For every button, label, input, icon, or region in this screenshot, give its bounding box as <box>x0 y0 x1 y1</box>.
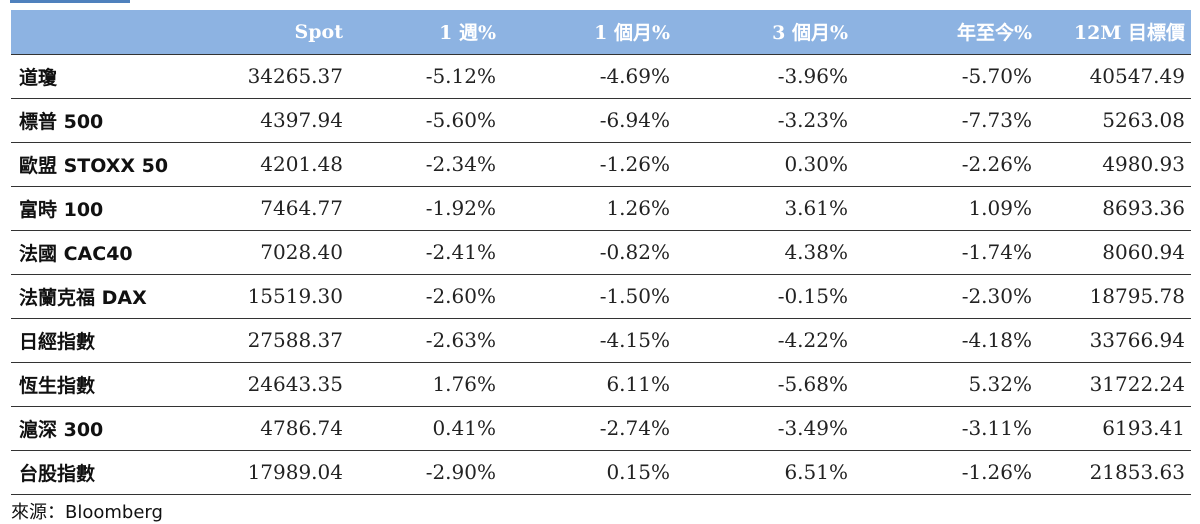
week-change-cell: -5.60% <box>349 98 502 143</box>
source-note: 來源：Bloomberg <box>11 502 163 523</box>
ytd-change-cell: 5.32% <box>854 362 1038 407</box>
spot-cell: 27588.37 <box>236 318 349 363</box>
spot-cell: 4201.48 <box>236 142 349 187</box>
target-price-cell: 21853.63 <box>1038 450 1191 495</box>
header-1-week: 1 週% <box>349 10 502 54</box>
month-change-cell: 6.11% <box>502 362 676 407</box>
week-change-cell: 0.41% <box>349 406 502 451</box>
index-name-cell: 歐盟 STOXX 50 <box>11 142 236 187</box>
month-change-cell: -1.50% <box>502 274 676 319</box>
header-spot: Spot <box>236 10 349 54</box>
spot-cell: 7028.40 <box>236 230 349 275</box>
target-price-cell: 33766.94 <box>1038 318 1191 363</box>
table-row: 道瓊 34265.37 -5.12% -4.69% -3.96% -5.70% 40547.… <box>11 53 1191 99</box>
target-price-cell: 40547.49 <box>1038 53 1191 99</box>
week-change-cell: -5.12% <box>349 53 502 99</box>
ytd-change-cell: -7.73% <box>854 98 1038 143</box>
table-row: 標普 500 4397.94 -5.60% -6.94% -3.23% -7.73% 526… <box>11 98 1191 143</box>
ytd-change-cell: 1.09% <box>854 186 1038 231</box>
index-name-cell: 恆生指數 <box>11 362 236 407</box>
index-name-cell: 道瓊 <box>11 53 236 99</box>
ytd-change-cell: -3.11% <box>854 406 1038 451</box>
spot-cell: 17989.04 <box>236 450 349 495</box>
three-month-change-cell: -3.49% <box>676 406 854 451</box>
index-name-cell: 台股指數 <box>11 450 236 495</box>
spot-cell: 4786.74 <box>236 406 349 451</box>
header-12m-target: 12M 目標價 <box>1038 10 1191 54</box>
spot-cell: 15519.30 <box>236 274 349 319</box>
three-month-change-cell: 4.38% <box>676 230 854 275</box>
table-row: 法國 CAC40 7028.40 -2.41% -0.82% 4.38% -1.74% 80… <box>11 230 1191 275</box>
table-row: 富時 100 7464.77 -1.92% 1.26% 3.61% 1.09% 8693.3… <box>11 186 1191 231</box>
header-3-month: 3 個月% <box>676 10 854 54</box>
ytd-change-cell: -1.74% <box>854 230 1038 275</box>
header-ytd: 年至今% <box>854 10 1038 54</box>
header-row: Spot 1 週% 1 個月% 3 個月% 年至今% 12M 目標價 <box>11 10 1191 54</box>
week-change-cell: 1.76% <box>349 362 502 407</box>
month-change-cell: -0.82% <box>502 230 676 275</box>
month-change-cell: 0.15% <box>502 450 676 495</box>
target-price-cell: 18795.78 <box>1038 274 1191 319</box>
ytd-change-cell: -5.70% <box>854 53 1038 99</box>
three-month-change-cell: -5.68% <box>676 362 854 407</box>
spot-cell: 34265.37 <box>236 53 349 99</box>
target-price-cell: 6193.41 <box>1038 406 1191 451</box>
month-change-cell: 1.26% <box>502 186 676 231</box>
table-row: 恆生指數 24643.35 1.76% 6.11% -5.68% 5.32% 31722.2… <box>11 362 1191 407</box>
index-name-cell: 法國 CAC40 <box>11 230 236 275</box>
week-change-cell: -1.92% <box>349 186 502 231</box>
month-change-cell: -2.74% <box>502 406 676 451</box>
top-accent-rule <box>10 0 130 3</box>
month-change-cell: -4.69% <box>502 53 676 99</box>
index-name-cell: 滬深 300 <box>11 406 236 451</box>
table-row: 滬深 300 4786.74 0.41% -2.74% -3.49% -3.11% 6193… <box>11 406 1191 451</box>
header-1-month: 1 個月% <box>502 10 676 54</box>
target-price-cell: 4980.93 <box>1038 142 1191 187</box>
three-month-change-cell: 3.61% <box>676 186 854 231</box>
three-month-change-cell: -4.22% <box>676 318 854 363</box>
week-change-cell: -2.60% <box>349 274 502 319</box>
three-month-change-cell: 0.30% <box>676 142 854 187</box>
target-price-cell: 8693.36 <box>1038 186 1191 231</box>
index-name-cell: 標普 500 <box>11 98 236 143</box>
three-month-change-cell: -3.23% <box>676 98 854 143</box>
ytd-change-cell: -1.26% <box>854 450 1038 495</box>
index-name-cell: 法蘭克福 DAX <box>11 274 236 319</box>
header-index <box>11 10 236 54</box>
week-change-cell: -2.34% <box>349 142 502 187</box>
ytd-change-cell: -2.26% <box>854 142 1038 187</box>
index-name-cell: 日經指數 <box>11 318 236 363</box>
spot-cell: 7464.77 <box>236 186 349 231</box>
ytd-change-cell: -4.18% <box>854 318 1038 363</box>
index-name-cell: 富時 100 <box>11 186 236 231</box>
week-change-cell: -2.63% <box>349 318 502 363</box>
market-index-table: Spot 1 週% 1 個月% 3 個月% 年至今% 12M 目標價 道瓊 342… <box>11 10 1191 495</box>
three-month-change-cell: 6.51% <box>676 450 854 495</box>
month-change-cell: -1.26% <box>502 142 676 187</box>
ytd-change-cell: -2.30% <box>854 274 1038 319</box>
spot-cell: 24643.35 <box>236 362 349 407</box>
target-price-cell: 5263.08 <box>1038 98 1191 143</box>
table-row: 歐盟 STOXX 50 4201.48 -2.34% -1.26% 0.30% -2.26… <box>11 142 1191 187</box>
three-month-change-cell: -0.15% <box>676 274 854 319</box>
table-row: 台股指數 17989.04 -2.90% 0.15% 6.51% -1.26% 21853.… <box>11 450 1191 495</box>
table-row: 日經指數 27588.37 -2.63% -4.15% -4.22% -4.18% 3376… <box>11 318 1191 363</box>
month-change-cell: -4.15% <box>502 318 676 363</box>
target-price-cell: 8060.94 <box>1038 230 1191 275</box>
week-change-cell: -2.41% <box>349 230 502 275</box>
week-change-cell: -2.90% <box>349 450 502 495</box>
spot-cell: 4397.94 <box>236 98 349 143</box>
table-row: 法蘭克福 DAX 15519.30 -2.60% -1.50% -0.15% -2.30%… <box>11 274 1191 319</box>
target-price-cell: 31722.24 <box>1038 362 1191 407</box>
month-change-cell: -6.94% <box>502 98 676 143</box>
three-month-change-cell: -3.96% <box>676 53 854 99</box>
